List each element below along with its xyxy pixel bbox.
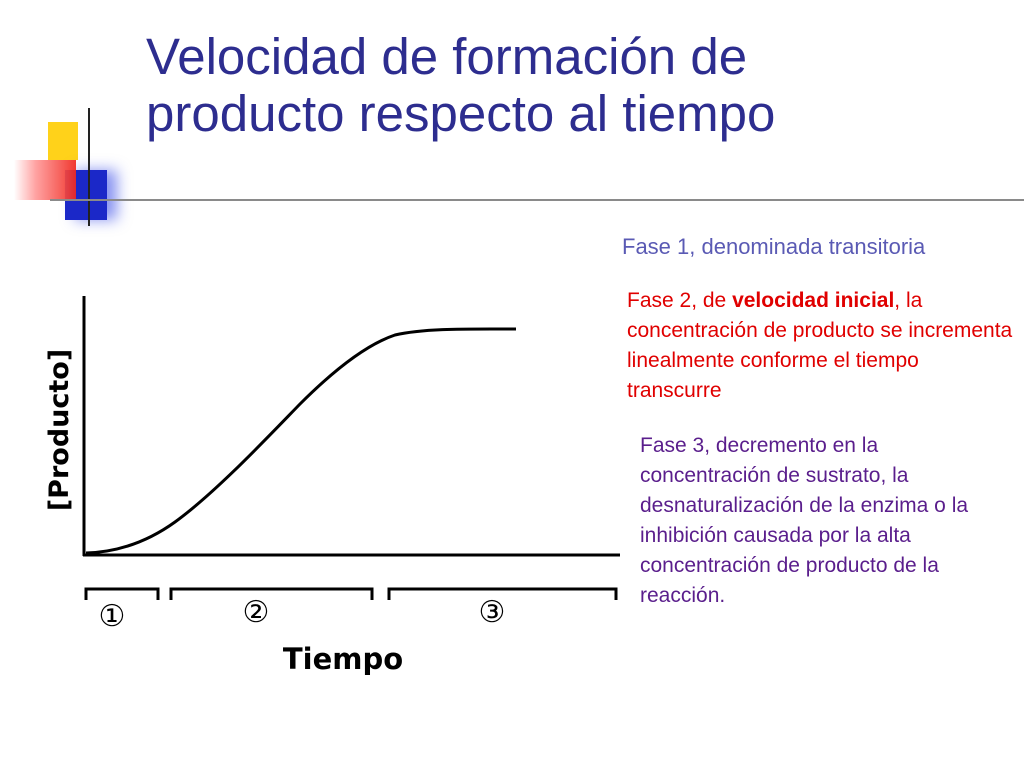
fase-2-text-pre: Fase 2, de — [627, 289, 733, 312]
decor-yellow-square — [48, 122, 78, 160]
fase-3-note: Fase 3, decremento en la concentración d… — [640, 434, 969, 607]
fase-2-text-bold: velocidad inicial — [732, 289, 895, 312]
decor-vertical-line — [88, 108, 90, 226]
phase-1-label: ① — [99, 599, 126, 634]
slide-title: Velocidad de formación de producto respe… — [146, 28, 776, 142]
fase-1-note: Fase 1, denominada transitoria — [622, 234, 926, 259]
product-curve — [85, 327, 517, 555]
decor-red-gradient — [14, 160, 76, 200]
fase-2-text-post: , la concentración de producto se increm… — [627, 289, 1013, 402]
x-axis-label: Tiempo — [283, 642, 403, 676]
phase-3-bracket — [387, 587, 618, 600]
phase-3-label: ③ — [479, 595, 506, 630]
fase-2-note: Fase 2, de velocidad inicial, la concent… — [627, 286, 1017, 406]
title-underline — [50, 199, 1024, 201]
y-axis-label: [Producto] — [44, 349, 75, 511]
phase-2-bracket — [169, 587, 374, 600]
phase-2-label: ② — [243, 595, 270, 630]
phase-1-bracket — [84, 587, 160, 600]
